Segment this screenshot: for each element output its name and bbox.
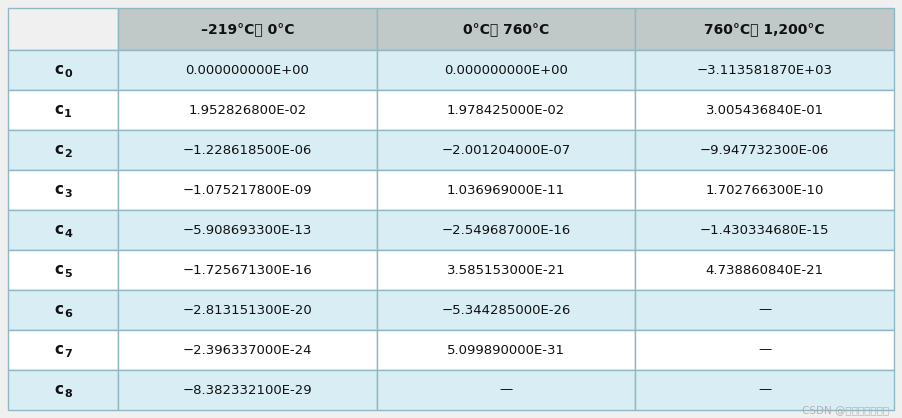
Text: c: c bbox=[54, 181, 63, 196]
Text: −9.947732300E-06: −9.947732300E-06 bbox=[700, 143, 829, 156]
Bar bbox=[377, 90, 635, 130]
Bar bbox=[377, 50, 635, 90]
Bar bbox=[635, 330, 894, 370]
Text: c: c bbox=[54, 142, 63, 156]
Text: −8.382332100E-29: −8.382332100E-29 bbox=[182, 383, 312, 397]
Text: −2.396337000E-24: −2.396337000E-24 bbox=[182, 344, 312, 357]
Bar bbox=[377, 250, 635, 290]
Text: 3.005436840E-01: 3.005436840E-01 bbox=[705, 104, 824, 117]
Text: c: c bbox=[54, 301, 63, 316]
Text: −1.075217800E-09: −1.075217800E-09 bbox=[182, 184, 312, 196]
Bar bbox=[635, 90, 894, 130]
Bar bbox=[8, 330, 118, 370]
Text: 760°C至 1,200°C: 760°C至 1,200°C bbox=[704, 22, 825, 36]
Text: —: — bbox=[758, 383, 771, 397]
Bar bbox=[635, 370, 894, 410]
Text: –219°C至 0°C: –219°C至 0°C bbox=[200, 22, 294, 36]
Text: c: c bbox=[54, 262, 63, 276]
Bar bbox=[118, 170, 377, 210]
Bar bbox=[118, 290, 377, 330]
Text: —: — bbox=[500, 383, 512, 397]
Bar bbox=[8, 250, 118, 290]
Bar bbox=[118, 250, 377, 290]
Bar bbox=[377, 290, 635, 330]
Bar bbox=[118, 90, 377, 130]
Text: −3.113581870E+03: −3.113581870E+03 bbox=[696, 64, 833, 76]
Text: 2: 2 bbox=[64, 149, 72, 159]
Text: c: c bbox=[54, 382, 63, 397]
Bar bbox=[377, 210, 635, 250]
Text: 1.702766300E-10: 1.702766300E-10 bbox=[705, 184, 824, 196]
Text: 0.000000000E+00: 0.000000000E+00 bbox=[186, 64, 309, 76]
Bar bbox=[8, 8, 118, 50]
Bar bbox=[635, 210, 894, 250]
Bar bbox=[635, 50, 894, 90]
Text: −1.430334680E-15: −1.430334680E-15 bbox=[700, 224, 830, 237]
Text: 6: 6 bbox=[64, 309, 72, 319]
Bar bbox=[377, 370, 635, 410]
Bar bbox=[8, 90, 118, 130]
Bar bbox=[118, 370, 377, 410]
Bar bbox=[635, 8, 894, 50]
Text: —: — bbox=[758, 303, 771, 316]
Text: 8: 8 bbox=[64, 389, 72, 399]
Text: 4.738860840E-21: 4.738860840E-21 bbox=[705, 263, 824, 276]
Text: −1.725671300E-16: −1.725671300E-16 bbox=[182, 263, 312, 276]
Text: c: c bbox=[54, 342, 63, 357]
Text: 4: 4 bbox=[64, 229, 72, 239]
Text: 5.099890000E-31: 5.099890000E-31 bbox=[447, 344, 565, 357]
Bar bbox=[377, 170, 635, 210]
Text: —: — bbox=[758, 344, 771, 357]
Bar bbox=[118, 130, 377, 170]
Bar bbox=[377, 8, 635, 50]
Bar bbox=[8, 170, 118, 210]
Bar bbox=[118, 8, 377, 50]
Text: −1.228618500E-06: −1.228618500E-06 bbox=[182, 143, 312, 156]
Bar bbox=[377, 130, 635, 170]
Text: −2.001204000E-07: −2.001204000E-07 bbox=[441, 143, 571, 156]
Bar bbox=[8, 50, 118, 90]
Text: 0°C至 760°C: 0°C至 760°C bbox=[463, 22, 549, 36]
Text: −5.344285000E-26: −5.344285000E-26 bbox=[441, 303, 571, 316]
Text: c: c bbox=[54, 61, 63, 76]
Text: 1: 1 bbox=[64, 109, 72, 119]
Bar bbox=[635, 170, 894, 210]
Bar bbox=[8, 370, 118, 410]
Text: −2.813151300E-20: −2.813151300E-20 bbox=[182, 303, 312, 316]
Bar bbox=[118, 330, 377, 370]
Text: CSDN @不脱发的程序猳: CSDN @不脱发的程序猳 bbox=[802, 405, 889, 415]
Text: 7: 7 bbox=[64, 349, 72, 359]
Text: 3.585153000E-21: 3.585153000E-21 bbox=[446, 263, 566, 276]
Bar bbox=[635, 250, 894, 290]
Bar bbox=[635, 290, 894, 330]
Text: −5.908693300E-13: −5.908693300E-13 bbox=[182, 224, 312, 237]
Text: 5: 5 bbox=[64, 269, 72, 279]
Text: 1.036969000E-11: 1.036969000E-11 bbox=[446, 184, 565, 196]
Text: c: c bbox=[54, 102, 63, 117]
Text: 3: 3 bbox=[64, 189, 72, 199]
Bar bbox=[8, 210, 118, 250]
Bar bbox=[635, 130, 894, 170]
Text: c: c bbox=[54, 222, 63, 237]
Text: −2.549687000E-16: −2.549687000E-16 bbox=[441, 224, 571, 237]
Bar bbox=[377, 330, 635, 370]
Bar bbox=[8, 130, 118, 170]
Bar bbox=[118, 50, 377, 90]
Text: 1.952826800E-02: 1.952826800E-02 bbox=[189, 104, 307, 117]
Text: 0: 0 bbox=[64, 69, 72, 79]
Bar bbox=[118, 210, 377, 250]
Bar bbox=[8, 290, 118, 330]
Text: 1.978425000E-02: 1.978425000E-02 bbox=[446, 104, 566, 117]
Text: 0.000000000E+00: 0.000000000E+00 bbox=[444, 64, 568, 76]
